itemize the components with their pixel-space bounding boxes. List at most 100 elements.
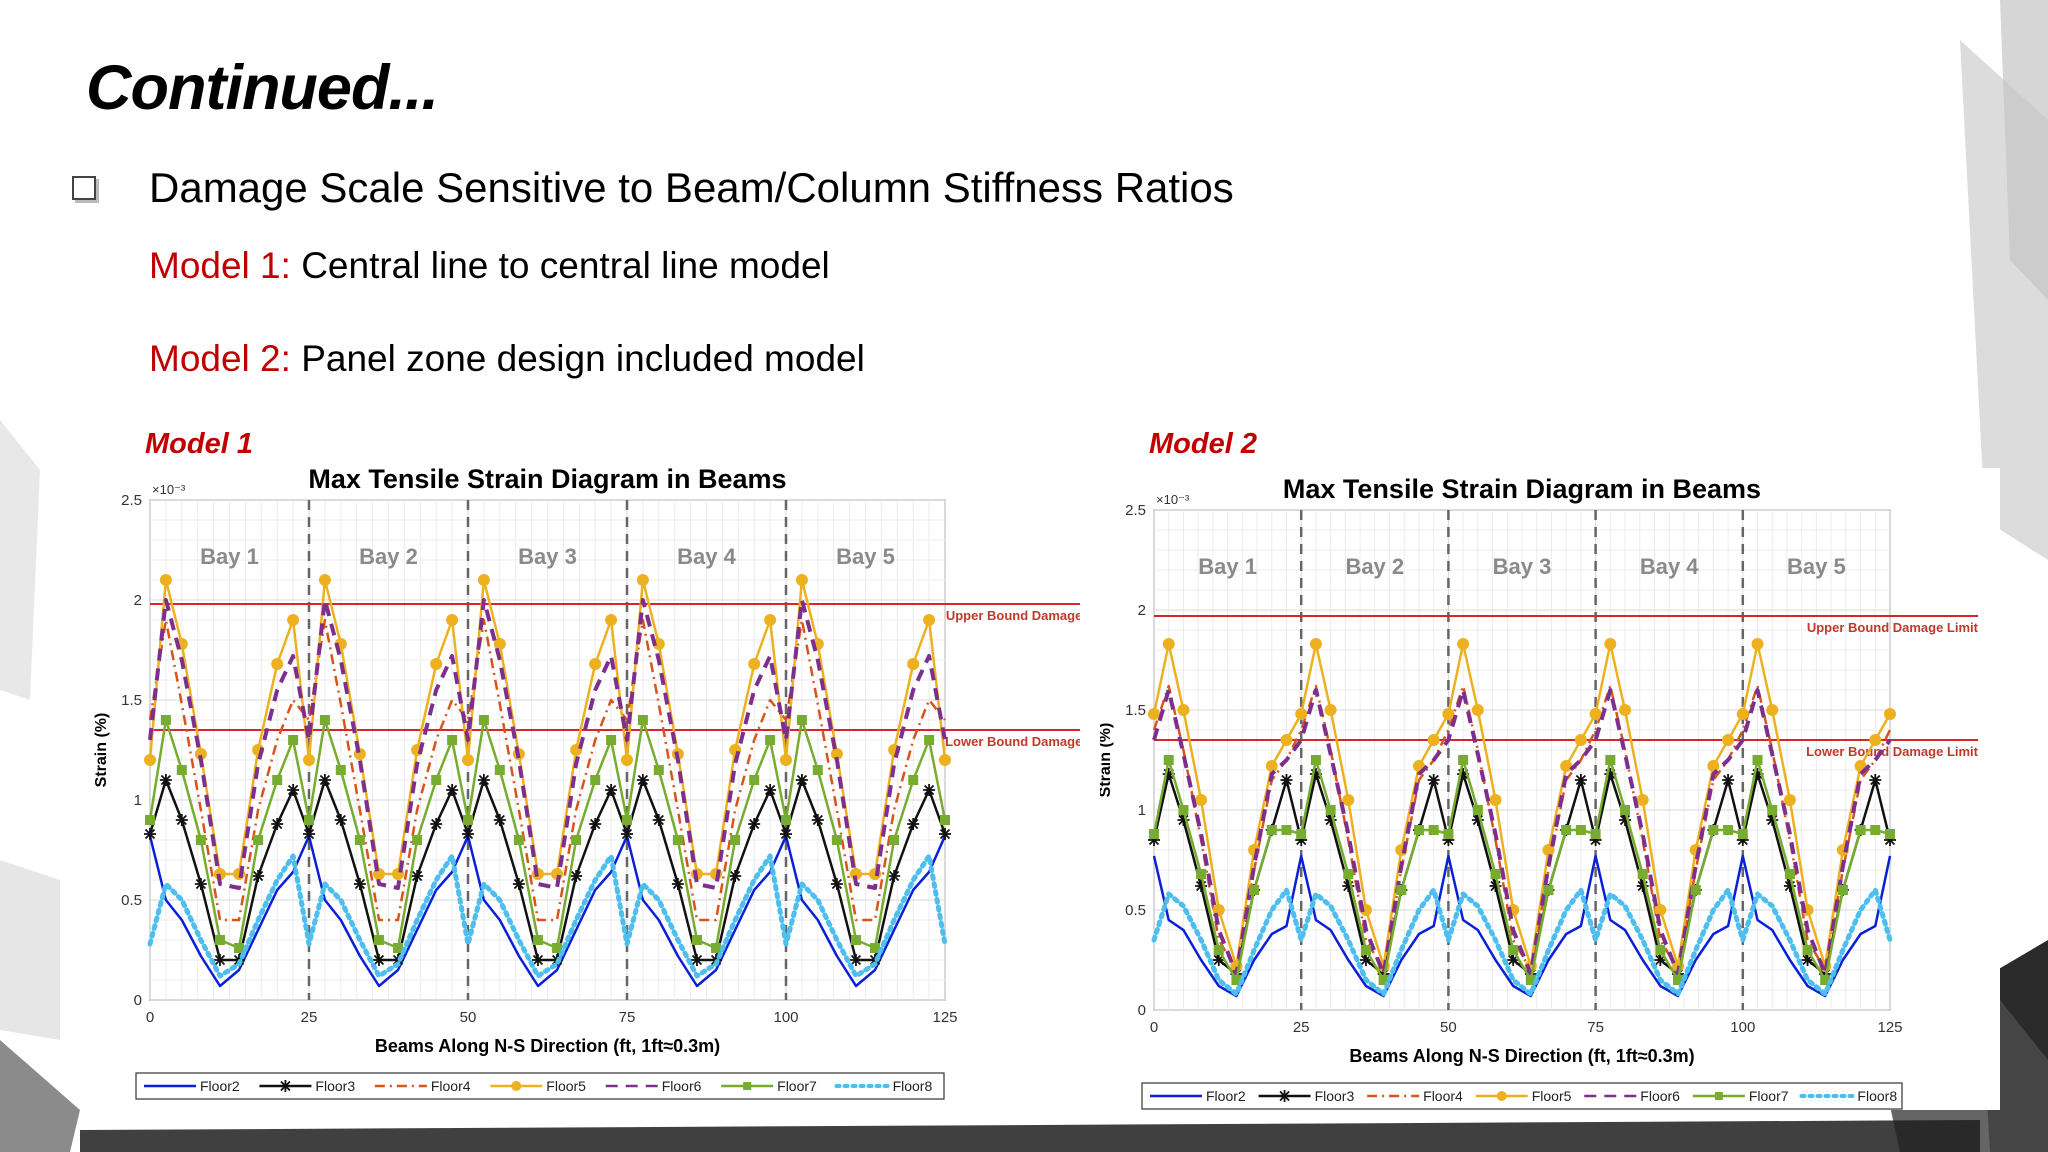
data-point [1177,704,1190,716]
data-point [1489,794,1502,806]
data-point [1801,954,1814,966]
data-point [1525,975,1536,985]
data-point [1590,829,1601,839]
data-point [1884,708,1896,720]
data-point [1265,760,1278,772]
legend-item: Floor4 [374,1078,471,1094]
data-point [795,774,808,786]
data-point [780,754,792,766]
data-point [711,943,722,953]
data-point [318,574,331,586]
data-point [1654,954,1667,966]
data-point [924,735,935,745]
legend-label: Floor3 [1315,1088,1355,1104]
data-point [1690,885,1701,895]
data-point [373,935,384,945]
data-point [1604,638,1617,650]
data-point [850,935,861,945]
data-point [411,870,424,882]
data-point [1177,814,1190,826]
data-point [1619,814,1632,826]
data-point [1310,755,1321,765]
legend-marker [1714,1092,1723,1100]
legend-item: Floor5 [1475,1088,1572,1104]
x-tick-label: 0 [1150,1019,1158,1036]
data-point [1427,774,1440,786]
y-axis-label: Strain (%) [93,713,110,788]
model-1-text: Central line to central line model [290,245,830,286]
data-point [764,614,777,626]
data-point [1637,869,1648,879]
data-point [1342,880,1355,892]
data-point [1736,708,1749,720]
series-floor7 [1149,755,1895,985]
data-point [652,814,665,826]
data-point [622,815,632,825]
data-point [590,775,601,785]
data-point [1457,768,1470,780]
data-point [195,835,206,845]
data-point [412,835,423,845]
data-point [447,735,458,745]
data-point [870,943,881,953]
x-tick-label: 50 [1440,1019,1457,1036]
data-point [287,784,300,796]
data-point [690,954,703,966]
data-point [176,765,187,775]
y-tick-label: 0.5 [121,892,142,909]
data-point [1442,708,1455,720]
data-point [353,878,366,890]
data-point [372,868,385,880]
y-axis-label: Strain (%) [1100,723,1114,798]
data-point [923,614,936,626]
bay-label: Bay 5 [1787,554,1846,579]
legend-marker [1278,1090,1291,1102]
x-tick-label: 0 [146,1009,154,1026]
y-tick-label: 2.5 [121,492,142,509]
data-point [334,814,347,826]
x-tick-label: 100 [1730,1019,1755,1036]
damage-limit-label: Upper Bound Damage Limit [1807,620,1979,635]
data-point [513,835,524,845]
legend-label: Floor8 [1857,1088,1897,1104]
data-point [730,835,741,845]
legend-item: Floor6 [1584,1088,1680,1104]
data-point [430,658,443,670]
model-1-description: Model 1: Central line to central line mo… [149,245,830,287]
data-point [1266,825,1277,835]
data-point [252,870,265,882]
legend-marker [743,1082,752,1090]
data-point [1442,834,1455,846]
data-point [606,735,617,745]
data-point [1542,844,1555,856]
series-floor5 [144,574,951,880]
data-point [304,815,314,825]
data-point [1722,734,1735,746]
slide-title: Continued... [86,53,439,123]
legend-item: Floor8 [834,1078,933,1094]
data-point [393,943,404,953]
data-point [1751,638,1764,650]
data-point [849,954,862,966]
data-point [1708,825,1719,835]
data-point [552,943,563,953]
series-floor2 [1152,854,1892,998]
data-point [570,870,583,882]
data-point [1458,755,1469,765]
data-point [1589,834,1602,846]
data-point [1324,814,1337,826]
data-point [796,715,807,725]
chart-model-2: Max Tensile Strain Diagram in Beams 0 25 50… [1100,468,2000,1110]
legend-marker [279,1080,292,1092]
data-point [1195,880,1208,892]
data-point [478,715,489,725]
legend-label: Floor8 [893,1078,933,1094]
data-point [1296,829,1307,839]
x-tick-label: 100 [773,1009,798,1026]
y-tick-label: 0 [134,992,142,1009]
data-point [303,828,315,840]
series-line [148,834,947,988]
data-point [1605,755,1616,765]
data-point [831,835,842,845]
data-point [764,784,777,796]
